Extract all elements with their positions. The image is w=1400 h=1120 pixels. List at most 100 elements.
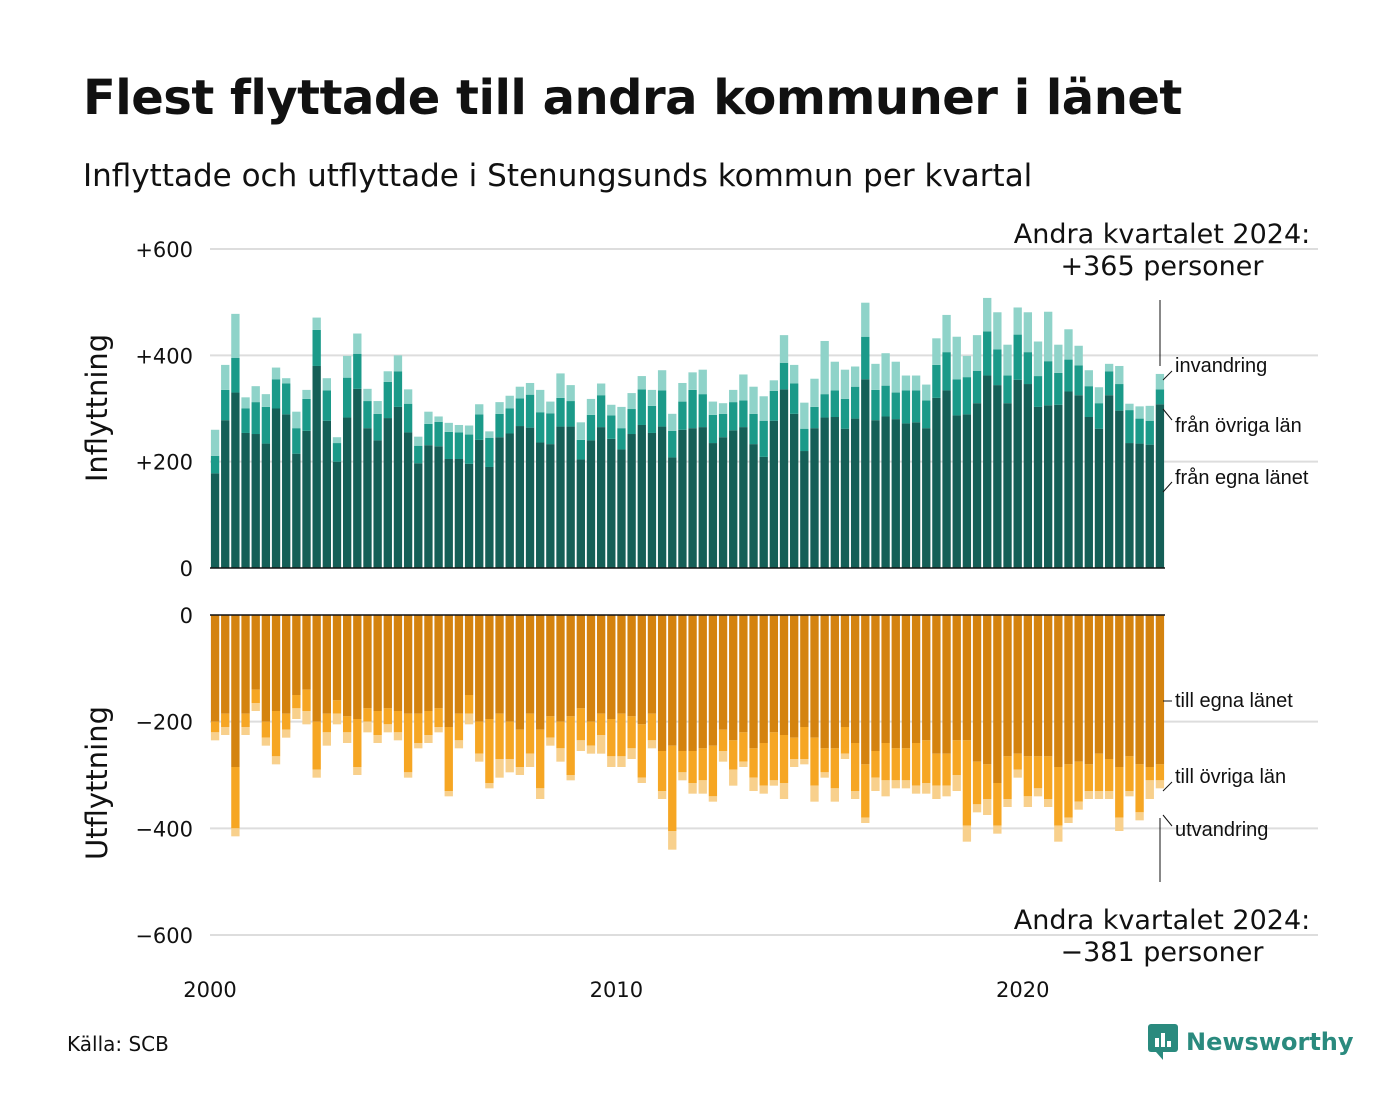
outflow-bar-segment (688, 783, 697, 794)
label-fran-ovriga-lan: från övriga län (1175, 415, 1302, 437)
inflow-bar-segment (1135, 406, 1144, 419)
outflow-bar-segment (627, 748, 636, 759)
inflow-bar-segment (231, 392, 240, 568)
inflow-bar-segment (353, 388, 362, 568)
outflow-bar-segment (932, 785, 941, 799)
inflow-bar-segment (596, 395, 606, 428)
xtick-label: 2000 (183, 978, 236, 1002)
inflow-bar-segment (1054, 404, 1063, 568)
inflow-callout-line2: +365 personer (1060, 251, 1264, 282)
outflow-bar-segment (647, 740, 657, 749)
outflow-bar-segment (708, 615, 718, 746)
outflow-bar-segment (576, 740, 585, 751)
outflow-bar-segment (617, 756, 626, 767)
inflow-bar-segment (840, 398, 850, 429)
outflow-bar-segment (861, 764, 870, 818)
outflow-bar-segment (881, 743, 890, 781)
inflow-bar-segment (617, 406, 626, 429)
inflow-bar-segment (718, 403, 728, 414)
outflow-bar-segment (749, 748, 758, 778)
inflow-bar-segment (1064, 329, 1073, 360)
chart-subtitle: Inflyttade och utflyttade i Stenungsunds… (83, 158, 1033, 194)
outflow-bar-segment (820, 748, 829, 773)
inflow-bar-segment (373, 440, 382, 568)
outflow-bar-segment (485, 615, 494, 719)
outflow-bar-segment (698, 615, 707, 749)
inflow-bar-segment (292, 411, 301, 429)
outflow-bar-segment (1013, 615, 1022, 754)
outflow-bar-segment (475, 721, 484, 754)
inflow-bar-segment (434, 446, 443, 568)
brand-name: Newsworthy (1186, 1028, 1354, 1056)
outflow-bar-segment (1033, 615, 1043, 757)
inflow-bar-segment (759, 420, 768, 457)
outflow-bar-segment (708, 745, 718, 797)
inflow-bar-segment (891, 361, 900, 393)
inflow-bar-segment (424, 411, 433, 424)
outflow-bar-segment (1115, 817, 1124, 831)
outflow-ytick-label: −400 (135, 817, 193, 841)
outflow-bar-segment (749, 777, 758, 791)
outflow-bar-segment (424, 615, 433, 711)
inflow-bar-segment (403, 389, 413, 404)
inflow-bar-segment (282, 414, 291, 568)
outflow-bar-segment (749, 615, 758, 749)
inflow-bar-segment (251, 402, 260, 435)
inflow-bar-segment (495, 402, 504, 414)
outflow-bar-segment (627, 615, 636, 717)
outflow-bar-segment (698, 748, 707, 781)
outflow-bar-segment (1023, 756, 1033, 797)
inflow-bar-segment (871, 420, 880, 568)
outflow-bar-segment (901, 615, 911, 749)
inflow-bar-segment (1003, 403, 1012, 568)
outflow-bar-segment (464, 695, 474, 714)
outflow-bar-segment (932, 753, 941, 786)
inflow-bar-segment (302, 430, 311, 568)
outflow-bar-segment (332, 700, 342, 714)
outflow-bar-segment (210, 721, 220, 733)
inflow-ytick-label: +600 (135, 238, 193, 262)
inflow-bar-segment (617, 428, 626, 450)
outflow-bar-segment (952, 615, 961, 741)
outflow-bar-segment (586, 615, 596, 722)
outflow-bar-segment (1115, 615, 1124, 767)
inflow-bar-segment (383, 371, 392, 382)
inflow-bar-segment (556, 397, 565, 427)
inflow-bar-segment (1003, 344, 1012, 376)
outflow-bar-segment (729, 615, 738, 741)
outflow-bar-segment (1023, 615, 1033, 757)
inflow-bar-segment (312, 329, 321, 366)
outflow-callout-line2: −381 personer (1060, 937, 1264, 968)
leader-fran-ovriga-lan (1162, 408, 1173, 421)
outflow-bar-segment (810, 785, 819, 802)
inflow-bar-segment (1084, 370, 1093, 387)
outflow-bar-segment (972, 804, 982, 813)
inflow-bar-segment (322, 420, 332, 568)
outflow-bar-segment (231, 828, 240, 837)
outflow-bar-segment (434, 708, 443, 727)
inflow-bar-segment (1013, 307, 1022, 335)
outflow-bar-segment (505, 721, 514, 759)
outflow-bar-segment (1145, 615, 1154, 767)
inflow-bar-segment (850, 386, 860, 419)
inflow-bar-segment (1043, 361, 1053, 406)
outflow-bar-segment (271, 756, 281, 765)
inflow-bar-segment (668, 457, 677, 568)
outflow-bar-segment (515, 767, 525, 775)
inflow-bar-segment (800, 451, 809, 568)
outflow-bar-segment (820, 772, 829, 778)
outflow-bar-segment (414, 713, 423, 743)
inflow-bar-segment (1115, 410, 1124, 568)
inflow-bar-segment (1013, 379, 1022, 568)
outflow-bar-segment (810, 737, 819, 786)
inflow-bar-segment (525, 382, 535, 395)
outflow-bar-segment (373, 735, 382, 743)
outflow-bar-segment (942, 753, 951, 786)
inflow-bar-segment (698, 394, 707, 428)
inflow-bar-segment (698, 369, 707, 395)
outflow-bar-segment (454, 615, 464, 714)
outflow-bar-segment (261, 737, 271, 746)
inflow-bar-segment (383, 418, 392, 568)
outflow-bar-segment (627, 716, 636, 749)
outflow-bar-segment (251, 615, 260, 690)
